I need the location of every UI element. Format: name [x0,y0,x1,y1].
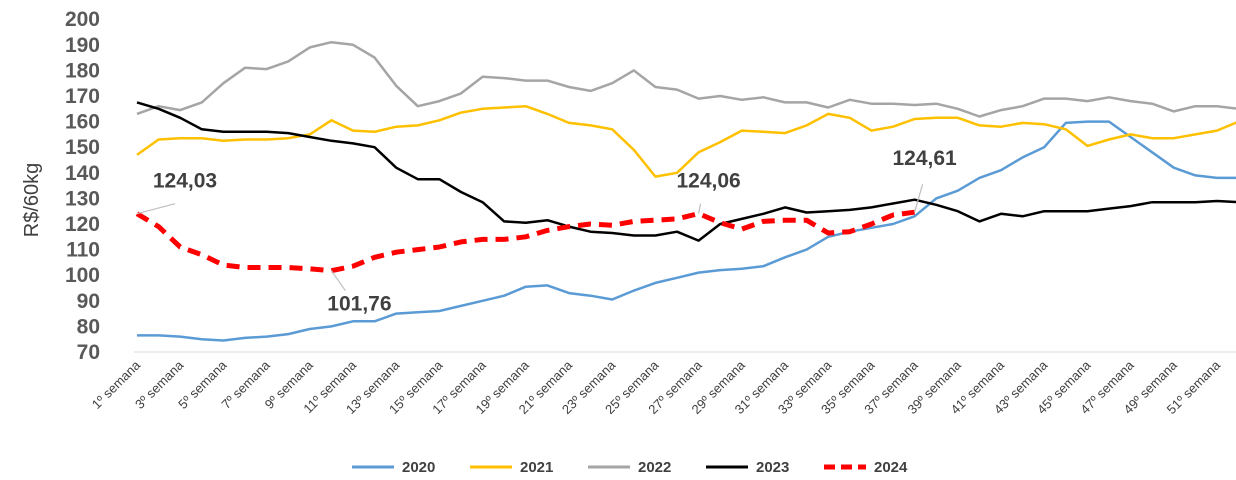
y-tick-label: 140 [65,162,100,185]
series-line-2020 [137,120,1236,342]
data-label: 101,76 [327,293,391,316]
annotation-leader-line [698,203,702,214]
y-tick-label: 90 [77,290,100,313]
legend-label: 2024 [874,459,908,476]
data-label: 124,03 [153,170,217,193]
annotation-leader-line [136,203,176,215]
annotation-leader-line [330,270,346,292]
y-tick-label: 100 [65,264,100,287]
y-tick-label: 190 [65,34,100,57]
legend-label: 2023 [756,459,789,476]
annotation-leader-line [914,184,924,213]
series-lines [135,40,1236,342]
data-annotations: 124,03 101,76 124,06 124,61 [136,147,957,316]
chart-legend: 2020 2021 2022 2023 2024 [352,459,908,476]
series-line-2024 [135,209,915,274]
legend-label: 2022 [638,459,671,476]
y-tick-label: 110 [66,239,100,262]
y-axis-label: R$/60kg [21,163,43,238]
y-tick-label: 80 [77,315,100,338]
y-tick-label: 70 [77,341,100,364]
data-label: 124,06 [676,170,740,193]
series-line-2023 [136,101,1236,242]
data-label: 124,61 [892,147,957,170]
series-line-2021 [136,104,1236,178]
y-tick-label: 170 [65,85,100,108]
legend-label: 2021 [520,459,553,476]
y-tick-label: 200 [65,8,100,31]
y-tick-label: 150 [65,136,100,159]
y-tick-label: 180 [65,59,100,82]
legend-label: 2020 [402,459,435,476]
series-line-2022 [136,40,1236,118]
y-tick-label: 120 [65,213,100,236]
y-tick-label: 160 [65,111,100,134]
y-tick-label: 130 [65,187,100,210]
